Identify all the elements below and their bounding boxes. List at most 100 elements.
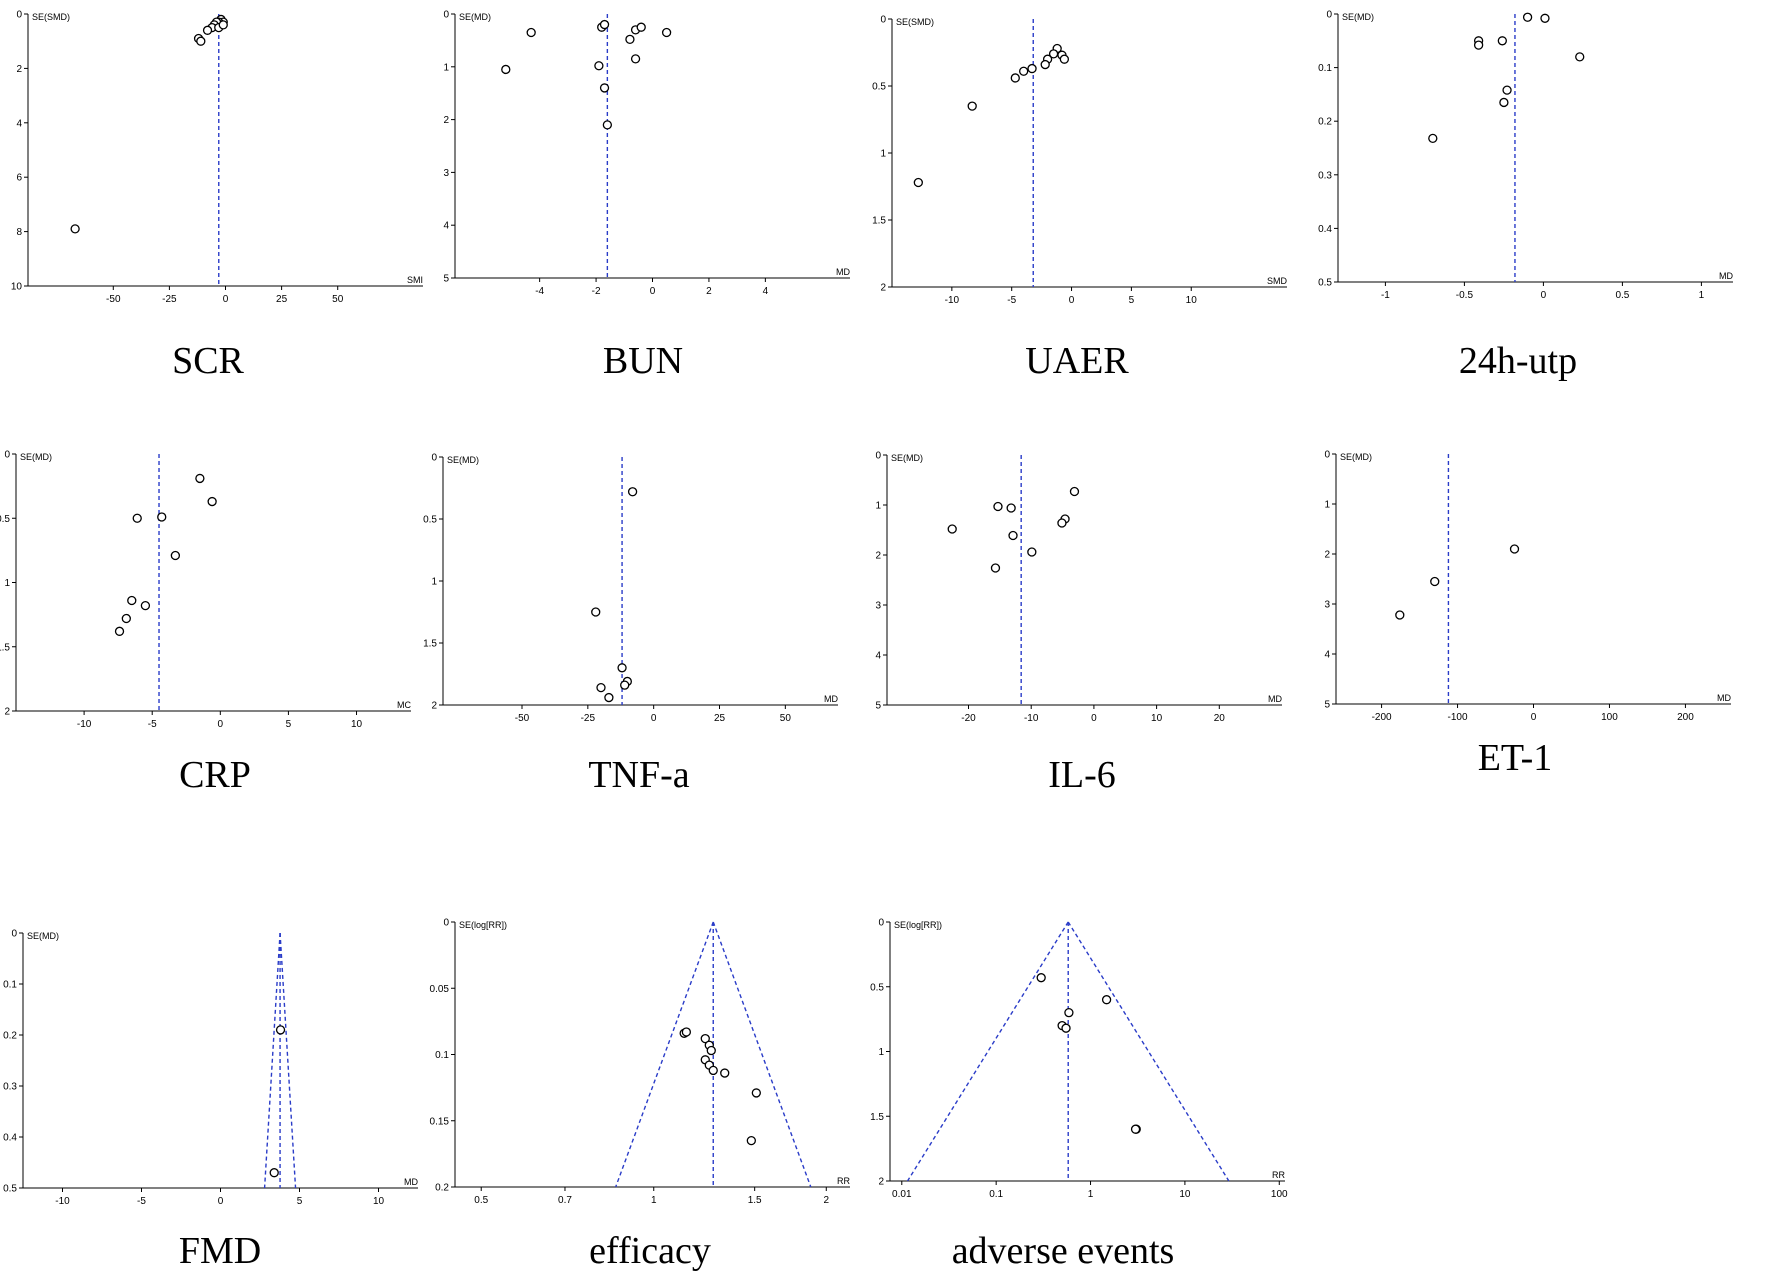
y-tick-label: 0 xyxy=(880,15,886,26)
panel-caption: IL-6 xyxy=(1048,754,1116,796)
study-point xyxy=(170,550,181,561)
x-tick-label: 0 xyxy=(223,294,229,305)
y-tick-label: 0.5 xyxy=(870,982,884,993)
x-axis-label: MD xyxy=(824,694,838,704)
panel-caption: 24h-utp xyxy=(1459,340,1577,382)
x-tick-label: 10 xyxy=(1151,713,1163,724)
x-tick-label: -25 xyxy=(162,294,177,305)
study-point xyxy=(746,1135,756,1146)
study-point xyxy=(1036,973,1046,983)
y-tick-label: 2 xyxy=(16,64,22,75)
y-tick-label: 0 xyxy=(431,453,437,464)
y-tick-label: 0 xyxy=(4,450,10,461)
funnel-left-limit xyxy=(615,921,714,1188)
x-axis-label: RR xyxy=(1272,1170,1285,1180)
study-point xyxy=(207,496,217,507)
x-tick-label: -20 xyxy=(961,713,976,724)
study-point xyxy=(681,1027,692,1037)
study-point xyxy=(993,501,1003,512)
x-tick-label: 0 xyxy=(1069,295,1075,306)
x-tick-label: 50 xyxy=(332,294,344,305)
y-tick-label: 0.1 xyxy=(1318,63,1332,74)
y-tick-label: 10 xyxy=(11,282,23,293)
x-tick-label: 10 xyxy=(1179,1189,1191,1200)
y-tick-label: 3 xyxy=(443,168,449,179)
panel-caption: TNF-a xyxy=(588,754,689,796)
x-tick-label: -5 xyxy=(1007,295,1016,306)
funnel-plot-1: 0 2 4 6 8 10 -50 -25 0 25 50 SE(SMD) SMI SCR xyxy=(11,10,423,382)
x-tick-label: 1.5 xyxy=(748,1195,762,1206)
panel-caption: UAER xyxy=(1025,340,1129,382)
funnel-plot-10: 0 0.05 0.1 0.15 0.2 0.5 0.7 1 1.5 2 SE(log[RR]) RR e… xyxy=(430,918,851,1273)
x-tick-label: -10 xyxy=(55,1196,70,1207)
study-point xyxy=(617,663,627,673)
y-axis-label: SE(MD) xyxy=(27,931,59,941)
x-tick-label: 0.5 xyxy=(474,1195,488,1206)
x-tick-label: 100 xyxy=(1271,1189,1288,1200)
y-axis-label: SE(MD) xyxy=(1340,452,1372,462)
x-tick-label: -2 xyxy=(592,286,601,297)
x-axis-label: MC xyxy=(397,700,411,710)
x-tick-label: 25 xyxy=(714,713,726,724)
study-point xyxy=(1502,85,1512,95)
study-point xyxy=(121,613,131,624)
x-tick-label: 1 xyxy=(1088,1189,1094,1200)
x-tick-label: -5 xyxy=(148,719,157,730)
x-tick-label: -10 xyxy=(945,295,960,306)
y-tick-label: 1 xyxy=(878,1047,884,1058)
study-point xyxy=(127,595,137,606)
panel-caption: BUN xyxy=(603,340,683,382)
study-point xyxy=(1395,610,1405,620)
x-tick-label: 0.7 xyxy=(558,1195,572,1206)
x-axis-label: SMI xyxy=(407,275,423,285)
x-tick-label: -10 xyxy=(1024,713,1039,724)
funnel-left-limit xyxy=(263,932,281,1189)
y-tick-label: 5 xyxy=(875,701,881,712)
study-point xyxy=(140,600,151,611)
x-tick-label: 0 xyxy=(1531,712,1537,723)
study-point xyxy=(913,177,923,188)
study-point xyxy=(751,1088,761,1098)
study-point xyxy=(196,36,206,46)
study-point xyxy=(1430,576,1440,587)
y-tick-label: 1.5 xyxy=(872,216,886,227)
funnel-plot-4: 0 0.1 0.2 0.3 0.4 0.5 -1 -0.5 0 0.5 1 SE(MD) MD 24h-u… xyxy=(1318,10,1733,383)
panel-caption: efficacy xyxy=(589,1230,711,1272)
x-axis-label: RR xyxy=(837,1176,850,1186)
study-point xyxy=(157,512,167,522)
study-point xyxy=(627,487,638,497)
x-tick-label: 10 xyxy=(1186,295,1198,306)
x-tick-label: 0.01 xyxy=(892,1189,912,1200)
y-tick-label: 0 xyxy=(443,10,449,21)
x-axis-label: MD xyxy=(1268,694,1282,704)
x-tick-label: 0 xyxy=(1541,290,1547,301)
study-point xyxy=(620,680,630,690)
x-tick-label: -50 xyxy=(106,294,121,305)
study-point xyxy=(275,1025,286,1035)
x-tick-label: -200 xyxy=(1372,712,1392,723)
y-tick-label: 1.5 xyxy=(870,1112,884,1123)
panel-caption: CRP xyxy=(179,754,251,796)
study-point xyxy=(594,61,604,71)
study-point xyxy=(1069,486,1080,497)
study-point xyxy=(1499,97,1509,108)
y-tick-label: 0.5 xyxy=(3,1184,17,1195)
study-point xyxy=(132,513,142,523)
y-tick-label: 0.5 xyxy=(872,82,886,93)
x-tick-label: 20 xyxy=(1214,713,1226,724)
funnel-plot-2: 0 1 2 3 4 5 -4 -2 0 2 4 SE(MD) MD BUN xyxy=(443,10,850,383)
y-tick-label: 8 xyxy=(16,227,22,238)
y-tick-label: 0.2 xyxy=(435,1183,449,1194)
study-point xyxy=(661,27,672,38)
y-tick-label: 2 xyxy=(431,701,437,712)
funnel-left-limit xyxy=(906,921,1069,1182)
y-tick-label: 1 xyxy=(875,501,881,512)
panel-caption: ET-1 xyxy=(1478,737,1553,779)
study-point xyxy=(195,473,205,484)
funnel-right-limit xyxy=(712,921,812,1188)
x-tick-label: -10 xyxy=(77,719,92,730)
study-point xyxy=(625,34,635,44)
x-axis-label: MD xyxy=(404,1177,418,1187)
y-tick-label: 6 xyxy=(16,173,22,184)
